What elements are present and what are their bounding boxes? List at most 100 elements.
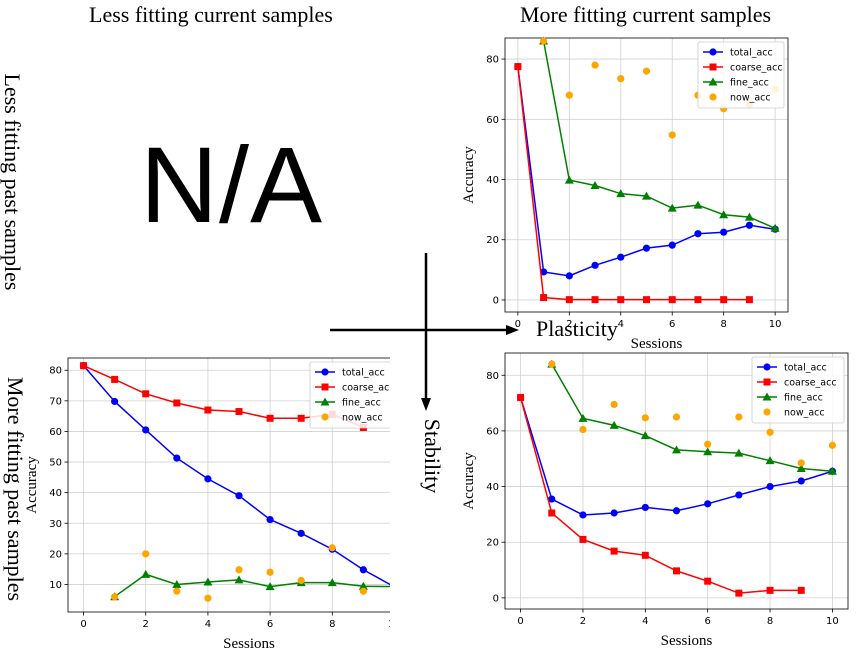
data-point [592, 296, 599, 303]
legend-label: now_acc [730, 93, 771, 104]
data-point [579, 511, 586, 518]
legend-marker [763, 363, 770, 370]
data-point [798, 459, 805, 466]
data-point [669, 131, 676, 138]
legend-label: now_acc [342, 413, 383, 424]
data-point [642, 552, 649, 559]
data-point [767, 587, 774, 594]
plasticity-label: Plasticity [536, 316, 618, 342]
data-point [142, 426, 149, 433]
y-tick-label: 60 [486, 115, 499, 126]
data-point [798, 477, 805, 484]
data-point [693, 201, 702, 209]
data-point [204, 407, 211, 414]
x-tick-label: 2 [143, 619, 149, 630]
data-point [611, 548, 618, 555]
legend-marker [709, 93, 716, 100]
x-tick-label: 8 [767, 616, 773, 627]
data-point [704, 500, 711, 507]
data-point [204, 475, 211, 482]
data-point [266, 516, 273, 523]
data-point [267, 415, 274, 422]
legend-marker [709, 48, 716, 55]
na-placeholder: N/A [140, 122, 323, 247]
data-point [673, 507, 680, 514]
y-tick-label: 80 [486, 55, 499, 66]
y-tick-label: 60 [486, 426, 499, 437]
legend-label: total_acc [784, 363, 827, 374]
legend-label: now_acc [784, 408, 825, 419]
data-point [566, 272, 573, 279]
data-point [579, 426, 586, 433]
y-tick-label: 10 [49, 580, 62, 591]
data-point [298, 530, 305, 537]
data-point [746, 296, 753, 303]
x-tick-label: 0 [80, 619, 86, 630]
data-point [111, 398, 118, 405]
data-point [643, 245, 650, 252]
legend-label: coarse_acc [342, 383, 390, 394]
y-tick-label: 0 [493, 295, 499, 306]
y-axis-title: Accuracy [461, 146, 477, 204]
data-point [669, 242, 676, 249]
data-point [704, 441, 711, 448]
data-point [611, 401, 618, 408]
data-point [173, 399, 180, 406]
data-point [720, 296, 727, 303]
chart-bottom-left: 02468101020304050607080SessionsAccuracyt… [20, 350, 390, 650]
data-point [548, 361, 555, 368]
data-point [111, 376, 118, 383]
y-axis-title: Accuracy [24, 456, 40, 514]
y-tick-label: 20 [49, 549, 62, 560]
data-point [141, 570, 150, 578]
data-point [643, 296, 650, 303]
data-point [694, 230, 701, 237]
y-tick-label: 50 [49, 458, 62, 469]
data-point [298, 577, 305, 584]
x-tick-label: 6 [267, 619, 273, 630]
legend-label: fine_acc [730, 78, 769, 89]
data-point [514, 63, 521, 70]
y-tick-label: 40 [486, 175, 499, 186]
x-tick-label: 4 [618, 319, 624, 330]
x-tick-label: 0 [515, 319, 521, 330]
y-tick-label: 20 [486, 538, 499, 549]
legend-label: coarse_acc [784, 378, 837, 389]
y-tick-label: 30 [49, 519, 62, 530]
data-point [204, 595, 211, 602]
series-now-acc [111, 544, 390, 602]
data-point [540, 294, 547, 301]
legend-label: total_acc [342, 368, 385, 379]
data-point [173, 588, 180, 595]
data-point [766, 483, 773, 490]
legend-label: total_acc [730, 48, 773, 59]
data-point [517, 394, 524, 401]
legend-marker [764, 379, 771, 386]
x-tick-label: 8 [720, 319, 726, 330]
y-tick-label: 80 [49, 366, 62, 377]
data-point [617, 296, 624, 303]
data-point [329, 544, 336, 551]
data-point [735, 590, 742, 597]
data-point [694, 296, 701, 303]
legend-marker [710, 64, 717, 71]
x-tick-label: 8 [329, 619, 335, 630]
series-coarse-acc [517, 394, 805, 597]
y-tick-label: 40 [49, 488, 62, 499]
y-axis-title: Accuracy [461, 452, 477, 510]
data-point [298, 415, 305, 422]
data-point [829, 442, 836, 449]
series-line [115, 574, 390, 596]
data-point [566, 92, 573, 99]
data-point [611, 509, 618, 516]
data-point [720, 229, 727, 236]
y-tick-label: 40 [486, 482, 499, 493]
label-less-fitting-past: Less fitting past samples [0, 62, 25, 302]
data-point [236, 408, 243, 415]
data-point [766, 429, 773, 436]
y-tick-label: 80 [486, 371, 499, 382]
x-axis-title: Sessions [661, 633, 713, 645]
